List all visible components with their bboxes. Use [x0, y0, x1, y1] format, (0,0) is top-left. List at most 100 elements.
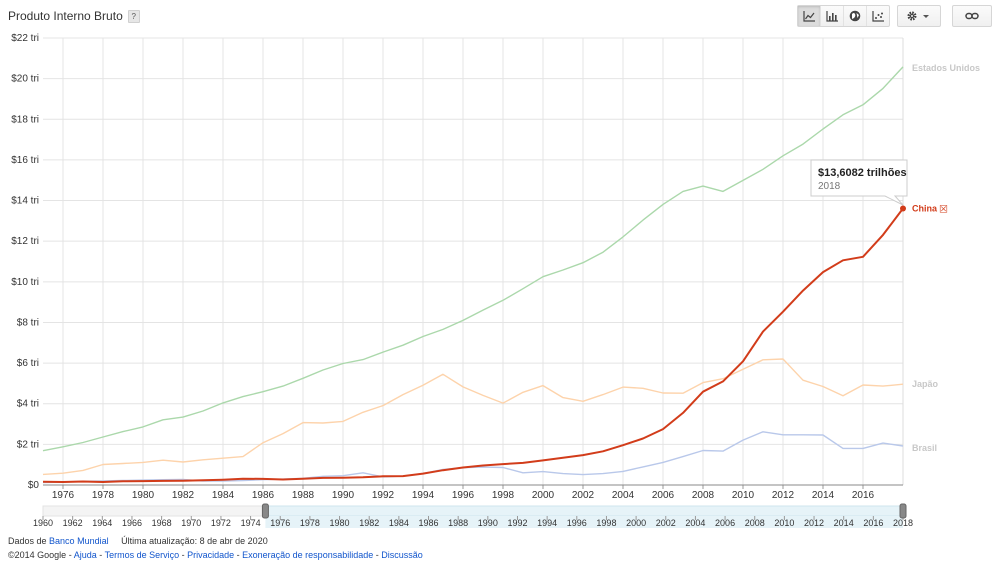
bar-chart-icon[interactable]	[821, 6, 844, 26]
x-tick-label: 1998	[492, 490, 515, 501]
x-tick-label: 1992	[372, 490, 395, 501]
footer-links-line: ©2014 Google - Ajuda - Termos de Serviço…	[8, 548, 423, 562]
x-tick-label: 1978	[92, 490, 115, 501]
timeline-label: 2004	[685, 518, 705, 528]
series-line-japão	[42, 358, 904, 476]
timeline-label: 2016	[863, 518, 883, 528]
series-label-brasil: Brasil	[912, 443, 937, 453]
timeline-label: 2014	[834, 518, 854, 528]
timeline-label: 1986	[419, 518, 439, 528]
timeline-label: 1998	[596, 518, 616, 528]
link-button[interactable]	[952, 5, 992, 27]
x-tick-label: 2004	[612, 490, 635, 501]
x-tick-label: 1994	[412, 490, 435, 501]
y-tick-label: $10 tri	[11, 277, 39, 288]
timeline-label: 1990	[478, 518, 498, 528]
x-tick-label: 1990	[332, 490, 355, 501]
x-tick-label: 2016	[852, 490, 875, 501]
x-tick-label: 2012	[772, 490, 795, 501]
x-axis: 1976 1978 1980 1982 1984 1986 1988 1990 1992 1994…	[43, 484, 903, 501]
timeline-label: 1960	[33, 518, 53, 528]
globe-map-icon[interactable]	[844, 6, 867, 26]
series-label-estados-unidos: Estados Unidos	[912, 63, 980, 73]
link-icon[interactable]	[953, 6, 991, 26]
series-line-estados-unidos	[42, 66, 904, 452]
y-axis: $0 $2 tri $4 tri $6 tri $8 tri $10 tri $12 tri…	[11, 33, 39, 491]
footer-separator: -	[96, 550, 105, 560]
series-label-japão: Japão	[912, 379, 939, 389]
y-tick-label: $0	[28, 480, 40, 491]
timeline-label: 2002	[656, 518, 676, 528]
timeline-label: 1994	[537, 518, 557, 528]
timeline-label: 1992	[507, 518, 527, 528]
series-line-brasil	[42, 431, 904, 484]
line-chart: $0 $2 tri $4 tri $6 tri $8 tri $10 tri $12 tri…	[11, 33, 980, 528]
last-update: Última atualização: 8 de abr de 2020	[121, 536, 268, 546]
timeline-label: 2000	[626, 518, 646, 528]
tooltip-year: 2018	[818, 181, 841, 192]
y-tick-label: $22 tri	[11, 33, 39, 44]
timeline-label: 1966	[122, 518, 142, 528]
timeline-label: 2008	[745, 518, 765, 528]
disclaimer-link[interactable]: Exoneração de responsabilidade	[242, 550, 374, 560]
footer: Dados de Banco Mundial Última atualizaçã…	[8, 534, 423, 562]
timeline-label: 1964	[92, 518, 112, 528]
timeline-handle[interactable]	[261, 503, 269, 519]
footer-separator: -	[66, 550, 74, 560]
x-tick-label: 1996	[452, 490, 475, 501]
timeline-label: 2012	[804, 518, 824, 528]
source-link[interactable]: Banco Mundial	[49, 536, 109, 546]
footer-separator: -	[373, 550, 382, 560]
timeline-label: 2010	[774, 518, 794, 528]
discussion-link[interactable]: Discussão	[381, 550, 423, 560]
timeline-label: 1980	[330, 518, 350, 528]
timeline-handle[interactable]	[899, 503, 907, 519]
timeline-slider[interactable]: 1960 1962 1964 1966 1968 1970 1972 1974 1976 1978…	[33, 503, 913, 528]
timeline-label: 1974	[241, 518, 261, 528]
y-tick-label: $4 tri	[17, 399, 39, 410]
timeline-label: 2006	[715, 518, 735, 528]
footer-separator: -	[234, 550, 243, 560]
settings-menu-button[interactable]	[897, 5, 941, 27]
y-tick-label: $8 tri	[17, 317, 39, 328]
timeline-label: 1988	[448, 518, 468, 528]
x-tick-label: 1976	[52, 490, 75, 501]
x-tick-label: 2006	[652, 490, 675, 501]
y-tick-label: $14 tri	[11, 196, 39, 207]
gear-icon[interactable]	[898, 6, 940, 26]
highlighted-point	[900, 205, 906, 212]
privacy-link[interactable]: Privacidade	[187, 550, 235, 560]
x-tick-label: 1986	[252, 490, 275, 501]
terms-link[interactable]: Termos de Serviço	[104, 550, 180, 560]
timeline-label: 1972	[211, 518, 231, 528]
y-tick-label: $12 tri	[11, 236, 39, 247]
x-tick-label: 1980	[132, 490, 155, 501]
timeline-label: 1982	[359, 518, 379, 528]
page-title: Produto Interno Bruto	[8, 9, 123, 23]
help-icon[interactable]: ?	[127, 9, 140, 23]
series-layer	[42, 66, 906, 484]
tooltip-value: $13,6082 trilhões	[818, 167, 907, 179]
source-prefix: Dados de	[8, 536, 47, 546]
y-tick-label: $2 tri	[17, 439, 39, 450]
x-tick-label: 2014	[812, 490, 835, 501]
footer-source-line: Dados de Banco Mundial Última atualizaçã…	[8, 534, 423, 548]
chart-type-toolbar	[797, 5, 890, 27]
x-tick-label: 2010	[732, 490, 755, 501]
timeline-label: 1984	[389, 518, 409, 528]
value-tooltip: $13,6082 trilhões 2018	[810, 159, 908, 206]
y-tick-label: $18 tri	[11, 114, 39, 125]
timeline-label: 1996	[567, 518, 587, 528]
timeline-selected-range	[264, 505, 904, 517]
line-chart-icon[interactable]	[798, 6, 821, 26]
timeline-selected-band	[265, 516, 903, 528]
timeline-label: 1970	[181, 518, 201, 528]
x-tick-label: 1988	[292, 490, 315, 501]
footer-separator: -	[179, 550, 188, 560]
x-tick-label: 2008	[692, 490, 715, 501]
scatter-chart-icon[interactable]	[867, 6, 889, 26]
remove-series-icon: ☒	[939, 204, 948, 215]
help-link[interactable]: Ajuda	[73, 550, 97, 560]
y-tick-label: $20 tri	[11, 74, 39, 85]
series-line-china	[42, 207, 904, 483]
